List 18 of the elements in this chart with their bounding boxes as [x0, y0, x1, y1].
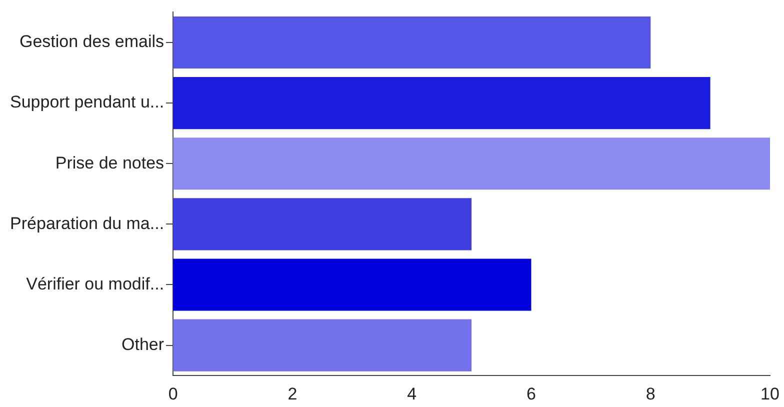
y-tick-label: Gestion des emails — [19, 32, 164, 52]
bar — [173, 319, 472, 372]
bar — [173, 258, 532, 311]
x-tick-label: 2 — [288, 384, 298, 404]
bar — [173, 16, 651, 69]
y-tick-label: Vérifier ou modif... — [26, 274, 164, 294]
bar — [173, 138, 770, 190]
x-tick-label: 0 — [168, 384, 178, 404]
bar — [173, 198, 472, 250]
bar — [173, 77, 710, 130]
y-tick-label: Support pendant u... — [10, 92, 164, 112]
y-tick-label: Other — [122, 335, 164, 354]
y-tick-label: Préparation du ma... — [10, 214, 164, 233]
x-tick-label: 6 — [526, 384, 536, 404]
x-tick-label: 4 — [407, 384, 417, 404]
y-tick-label: Prise de notes — [55, 153, 164, 172]
x-tick-label: 10 — [760, 384, 780, 404]
x-tick-label: 8 — [646, 384, 656, 404]
